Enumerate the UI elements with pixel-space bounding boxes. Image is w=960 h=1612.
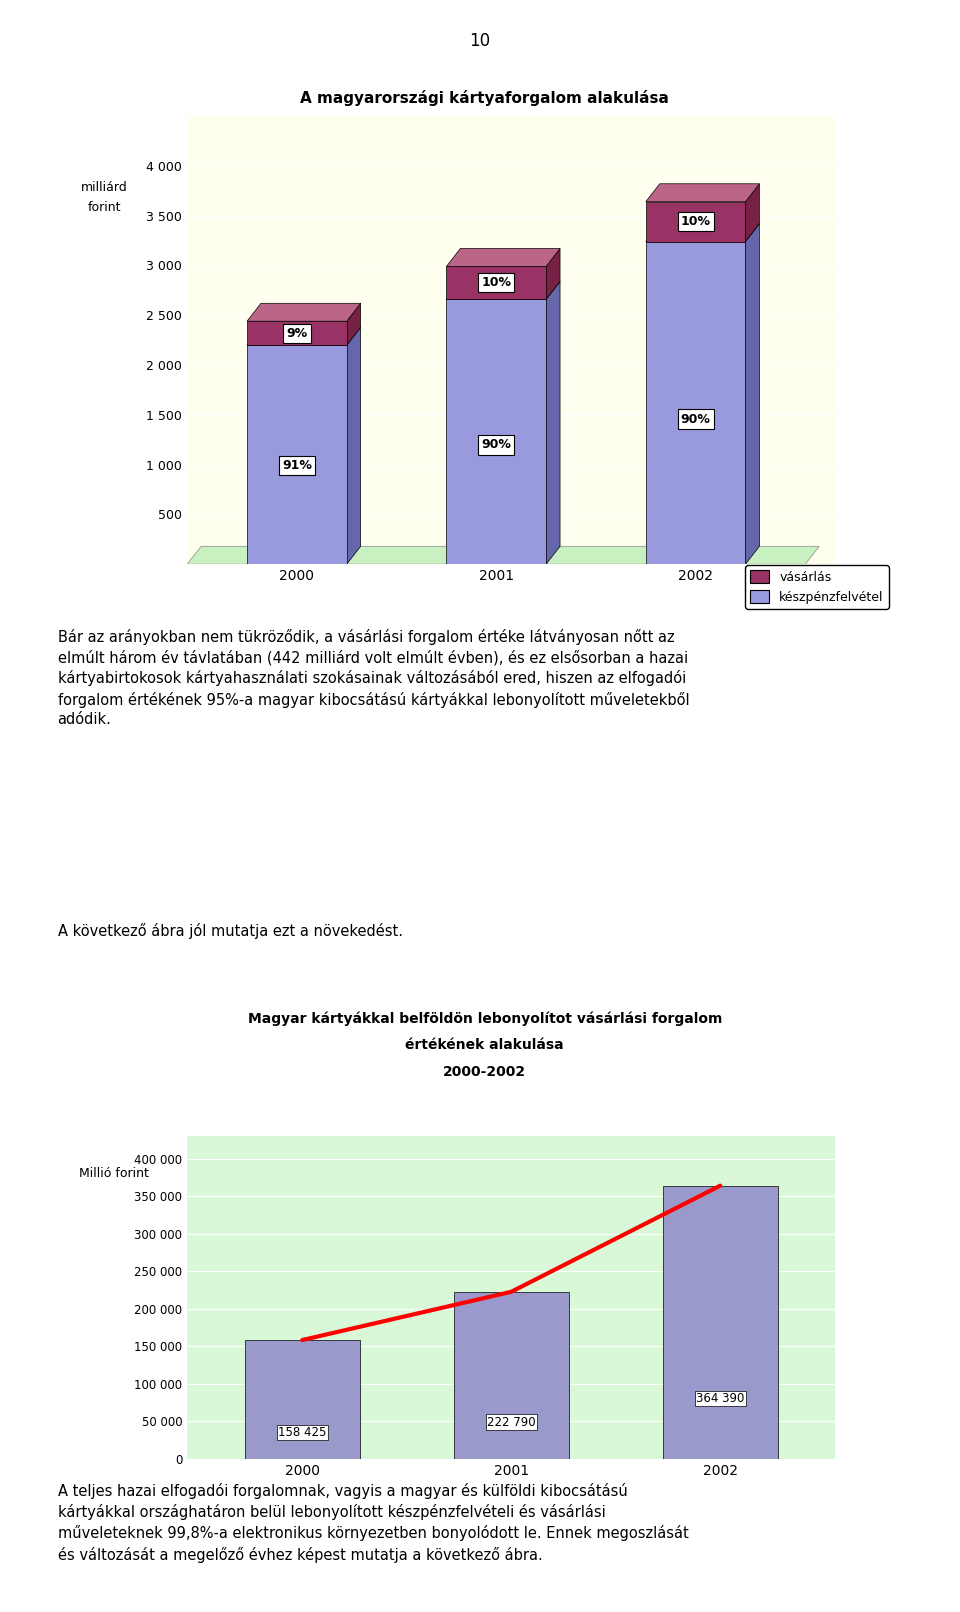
Text: 10%: 10%	[681, 214, 710, 229]
Text: A következő ábra jól mutatja ezt a növekedést.: A következő ábra jól mutatja ezt a növek…	[58, 922, 402, 938]
Text: 90%: 90%	[481, 438, 511, 451]
Text: 2000-2002: 2000-2002	[439, 123, 531, 139]
Text: 2000-2002: 2000-2002	[444, 1064, 526, 1078]
Polygon shape	[546, 282, 560, 564]
Text: 90%: 90%	[681, 413, 710, 426]
Bar	[454, 1291, 568, 1459]
Bar	[245, 1340, 360, 1459]
Bar	[247, 321, 347, 345]
Polygon shape	[546, 248, 560, 300]
Polygon shape	[347, 303, 361, 345]
Bar	[446, 266, 546, 300]
Text: 10%: 10%	[481, 276, 512, 290]
Bar	[247, 345, 347, 564]
Polygon shape	[746, 224, 759, 564]
Polygon shape	[247, 327, 361, 345]
Bar	[662, 1186, 778, 1459]
Bar	[446, 300, 546, 564]
Polygon shape	[446, 248, 560, 266]
Polygon shape	[187, 546, 819, 564]
Bar	[646, 242, 746, 564]
Text: A teljes hazai elfogadói forgalomnak, vagyis a magyar és külföldi kibocsátású
ká: A teljes hazai elfogadói forgalomnak, va…	[58, 1483, 688, 1562]
Text: Magyar kártyákkal belföldön lebonyolítot vásárlási forgalom: Magyar kártyákkal belföldön lebonyolítot…	[248, 1012, 722, 1025]
Legend: vásárlás, készpénzfelvétel: vásárlás, készpénzfelvétel	[745, 566, 889, 609]
Text: 364 390: 364 390	[696, 1393, 744, 1406]
Text: értékének alakulása: értékének alakulása	[405, 1038, 564, 1053]
Text: forint: forint	[88, 202, 121, 214]
Text: 222 790: 222 790	[487, 1415, 536, 1428]
Polygon shape	[746, 184, 759, 242]
Text: 91%: 91%	[282, 459, 312, 472]
Text: 158 425: 158 425	[278, 1427, 326, 1440]
Polygon shape	[247, 303, 361, 321]
Polygon shape	[446, 282, 560, 300]
Text: 9%: 9%	[286, 327, 307, 340]
Text: A magyarországi kártyaforgalom alakulása: A magyarországi kártyaforgalom alakulása	[300, 90, 669, 105]
Text: 10: 10	[469, 32, 491, 50]
Text: Bár az arányokban nem tükröződik, a vásárlási forgalom értéke látványosan nőtt a: Bár az arányokban nem tükröződik, a vásá…	[58, 629, 689, 727]
Text: Millió forint: Millió forint	[79, 1167, 149, 1180]
Polygon shape	[347, 327, 361, 564]
Text: milliárd: milliárd	[82, 181, 128, 195]
Polygon shape	[646, 184, 759, 202]
Bar	[646, 202, 746, 242]
Polygon shape	[646, 224, 759, 242]
